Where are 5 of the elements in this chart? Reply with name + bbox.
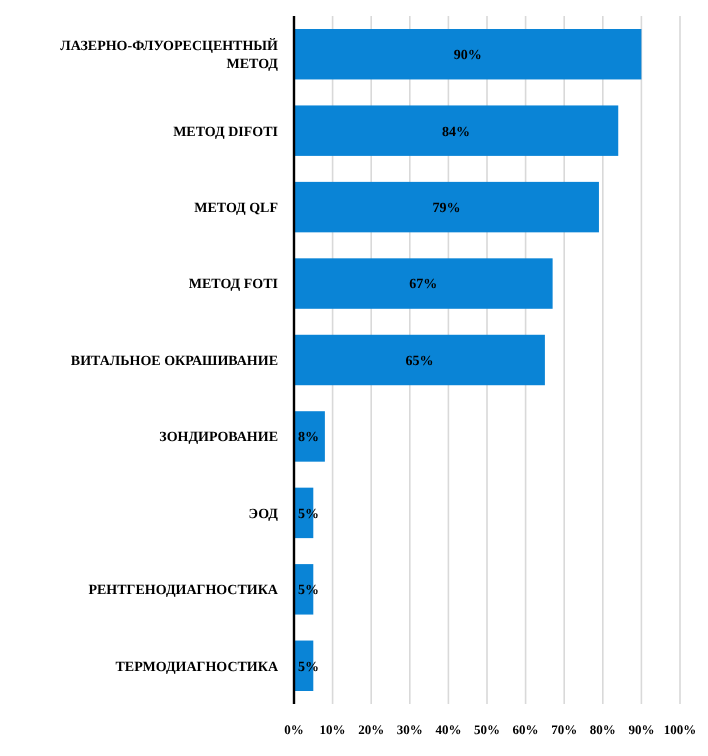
bar (294, 334, 545, 386)
bar (294, 258, 553, 309)
bar (294, 29, 642, 80)
bar (294, 105, 619, 156)
bar (294, 181, 599, 233)
